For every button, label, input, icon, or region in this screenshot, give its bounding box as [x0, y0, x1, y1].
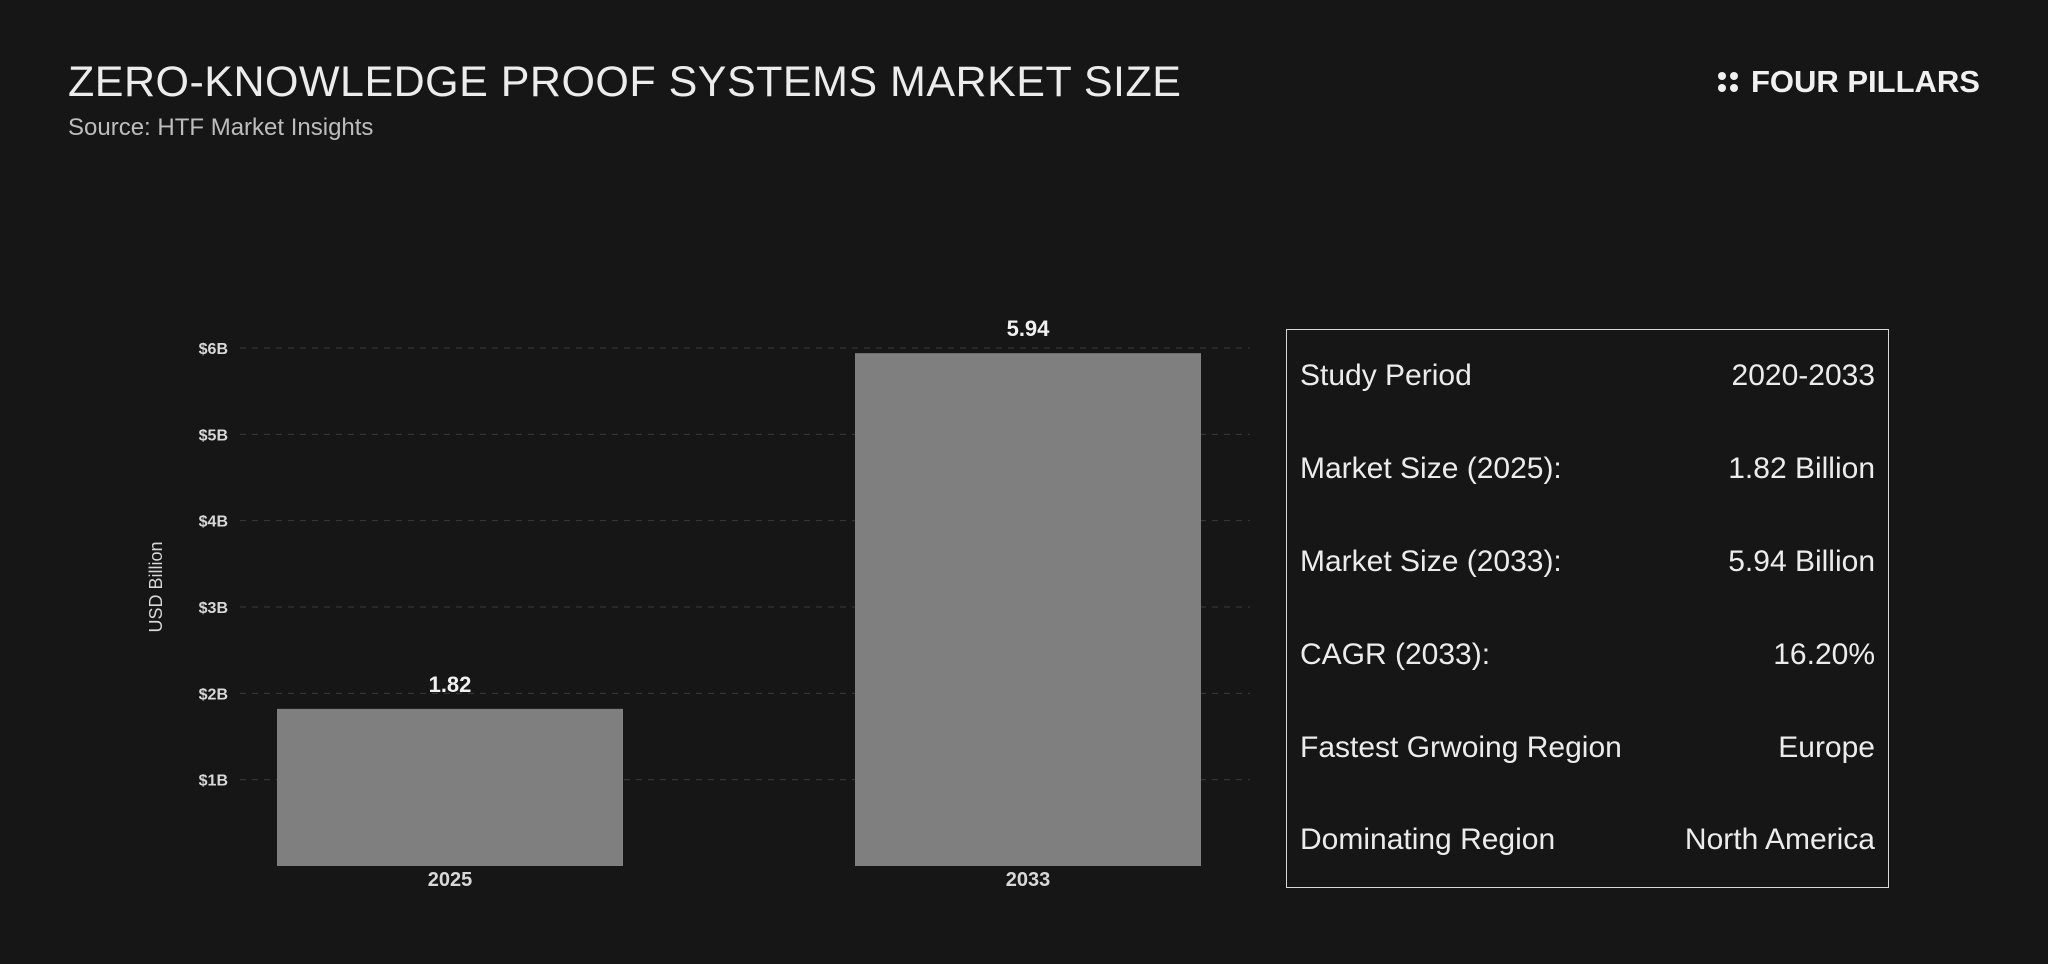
stat-value: 2020-2033 — [1731, 359, 1875, 393]
page-title: ZERO-KNOWLEDGE PROOF SYSTEMS MARKET SIZE — [68, 58, 1182, 106]
x-tick-label: 2033 — [1006, 869, 1051, 891]
stat-label: Fastest Grwoing Region — [1300, 730, 1622, 764]
brand-logo: FOUR PILLARS — [1717, 64, 1980, 100]
stat-row: Market Size (2025): 1.82 Billion — [1300, 423, 1875, 516]
y-tick-label: $1B — [199, 773, 228, 790]
y-tick-label: $5B — [199, 427, 228, 444]
y-tick-label: $4B — [199, 514, 228, 531]
bar — [855, 353, 1201, 866]
stat-value: 1.82 Billion — [1728, 452, 1875, 486]
x-tick-label: 2025 — [428, 869, 473, 891]
data-label: 1.82 — [429, 672, 472, 697]
stat-row: Market Size (2033): 5.94 Billion — [1300, 516, 1875, 609]
stat-value: Europe — [1778, 730, 1875, 764]
stat-value: 5.94 Billion — [1728, 544, 1875, 578]
stat-label: Market Size (2025): — [1300, 452, 1562, 486]
brand-name: FOUR PILLARS — [1750, 64, 1980, 99]
stat-value: North America — [1684, 823, 1875, 857]
stat-label: Study Period — [1300, 359, 1472, 393]
y-tick-label: $2B — [199, 686, 228, 703]
stat-row: Dominating Region North America — [1300, 794, 1875, 887]
four-dots-icon — [1717, 72, 1738, 92]
bar — [277, 708, 623, 866]
stat-row: Study Period 2020-2033 — [1300, 330, 1875, 423]
stat-row: CAGR (2033): 16.20% — [1300, 608, 1875, 701]
stat-label: Dominating Region — [1300, 823, 1556, 857]
stat-value: 16.20% — [1773, 637, 1875, 671]
y-tick-label: $6B — [199, 341, 228, 358]
bar-chart: $1B $2B $3B $4B $5B $6B USD Billion 1.82 2025 5.9… — [146, 316, 1250, 891]
data-label: 5.94 — [1007, 316, 1051, 341]
stat-label: Market Size (2033): — [1300, 544, 1562, 578]
stats-panel: Study Period 2020-2033 Market Size (2025):… — [1286, 329, 1889, 888]
y-axis-label: USD Billion — [146, 541, 166, 632]
stat-label: CAGR (2033): — [1300, 637, 1491, 671]
stat-row: Fastest Grwoing Region Europe — [1300, 701, 1875, 794]
page-subtitle: Source: HTF Market Insights — [68, 114, 374, 141]
y-tick-label: $3B — [199, 600, 228, 617]
